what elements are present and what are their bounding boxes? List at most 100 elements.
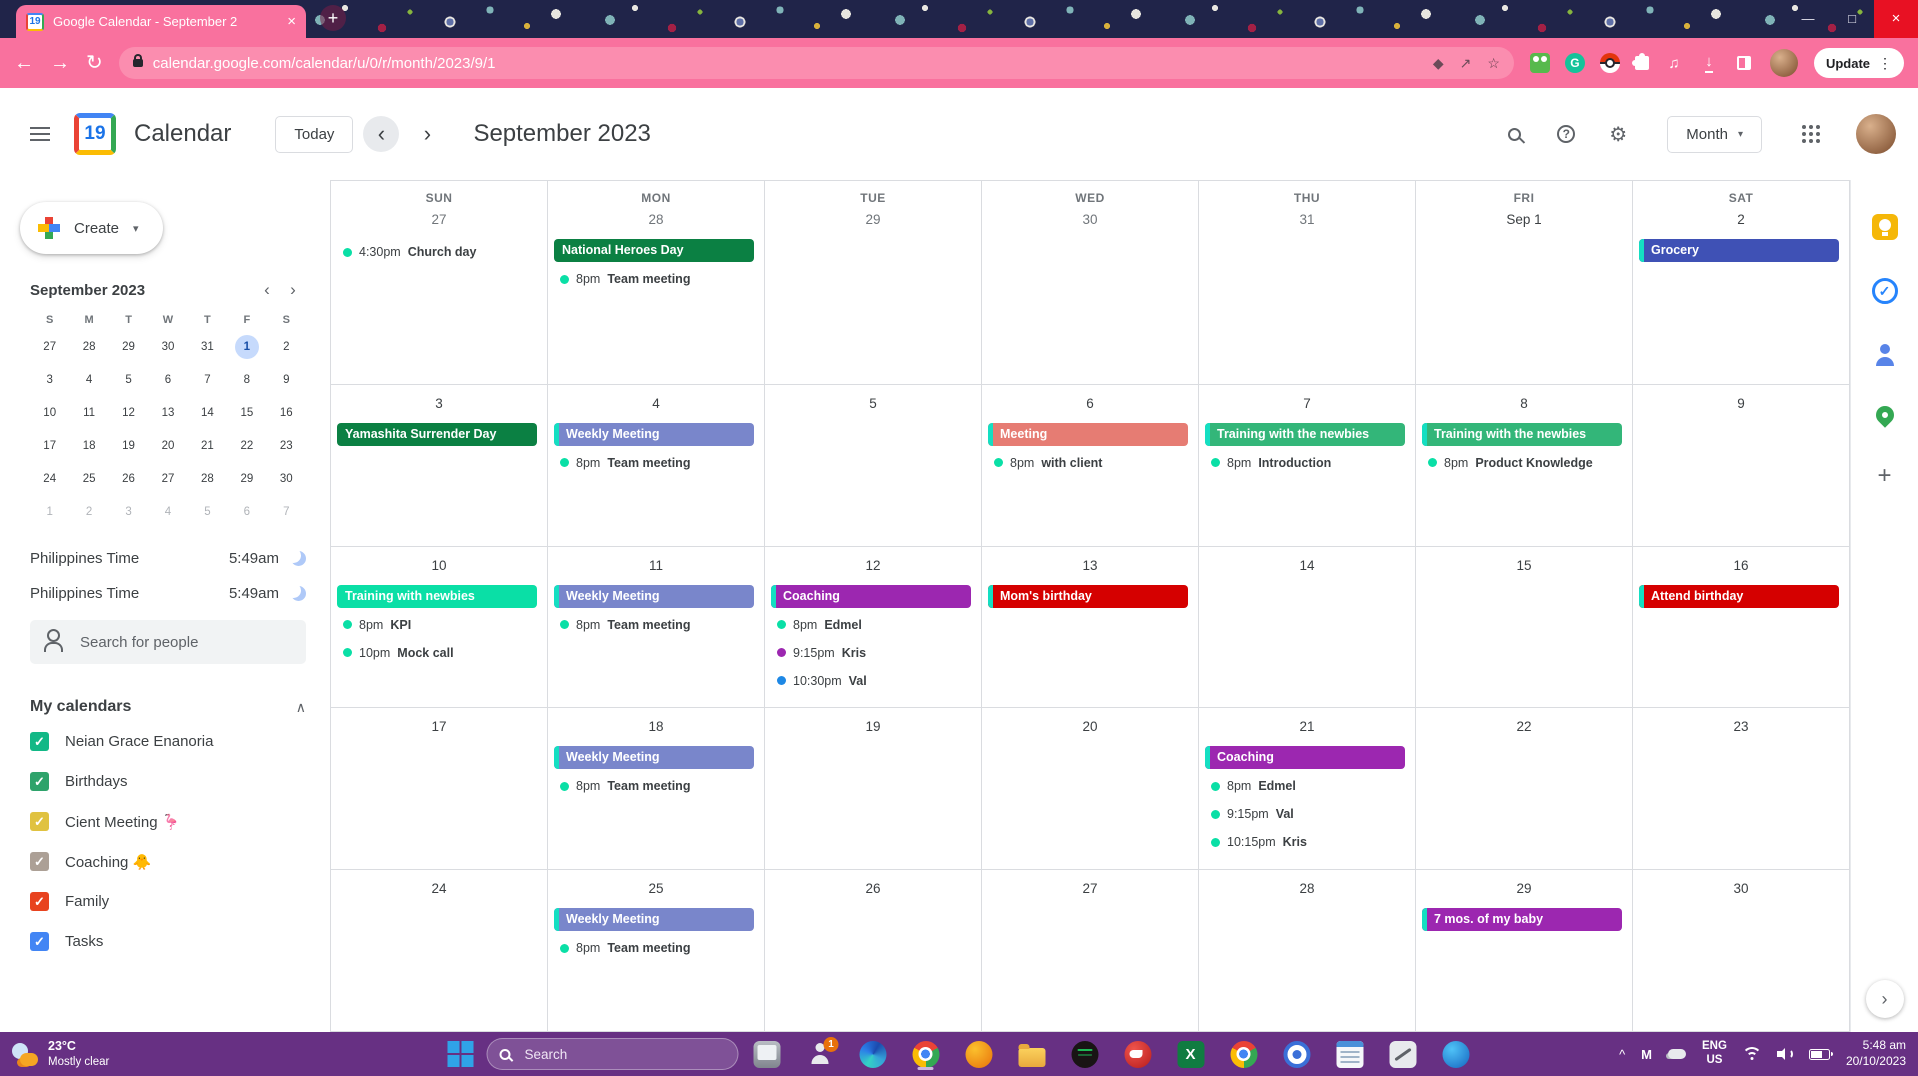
day-number[interactable]: 17 — [431, 719, 447, 735]
mini-day-27[interactable]: 27 — [161, 473, 175, 485]
day-number[interactable]: 15 — [1516, 557, 1532, 573]
day-number[interactable]: 24 — [431, 881, 447, 897]
mini-day-22[interactable]: 22 — [240, 440, 254, 452]
day-number[interactable]: 27 — [1082, 881, 1098, 897]
day-cell-21[interactable]: 21 Coaching 8pm Edmel 9:15pm Val 10:15pm Kris — [1199, 708, 1416, 871]
event-timed[interactable]: 8pm with client — [994, 450, 1192, 476]
get-addons-icon[interactable]: + — [1877, 462, 1892, 489]
day-number[interactable]: Sep 1 — [1506, 212, 1542, 227]
event-banner[interactable]: Training with the newbies — [1422, 422, 1622, 446]
weather-widget[interactable]: 23°C Mostly clear — [12, 1039, 109, 1069]
side-panel-icon[interactable] — [1734, 53, 1754, 73]
day-cell-9[interactable]: 9 — [1633, 384, 1850, 547]
start-button[interactable] — [447, 1041, 474, 1067]
snipping-tool-icon[interactable] — [1388, 1037, 1418, 1071]
downloads-icon[interactable]: ↓ — [1699, 53, 1719, 73]
grammarly-icon[interactable]: G — [1564, 53, 1585, 73]
mini-day-21[interactable]: 21 — [201, 440, 214, 452]
mini-day-9[interactable]: 9 — [283, 374, 290, 386]
mini-day-15[interactable]: 15 — [240, 407, 254, 419]
prev-month-icon[interactable]: ‹ — [363, 116, 400, 152]
mini-prev-icon[interactable]: ‹ — [264, 280, 270, 299]
day-cell-10[interactable]: 10 Training with newbies 8pm KPI 10pm Mock ca… — [331, 546, 548, 709]
reload-icon[interactable]: ↻ — [86, 52, 103, 74]
event-timed[interactable]: 8pm Team meeting — [560, 612, 758, 638]
day-cell-27[interactable]: SUN 27 4:30pm Church day — [331, 181, 548, 385]
battery-icon[interactable] — [1808, 1048, 1833, 1060]
calendar-item[interactable]: ✓ Cient Meeting 🦩 — [30, 812, 306, 831]
event-banner[interactable]: Mom's birthday — [988, 584, 1188, 608]
day-number[interactable]: 12 — [865, 557, 881, 573]
day-cell-19[interactable]: 19 — [765, 708, 982, 871]
back-icon[interactable]: ← — [14, 52, 34, 74]
event-banner[interactable]: Weekly Meeting — [554, 422, 754, 446]
day-number[interactable]: 29 — [1516, 881, 1532, 897]
day-number[interactable]: 6 — [1086, 395, 1094, 411]
tasks-icon[interactable]: ✓ — [1871, 278, 1898, 304]
browser-profile-avatar[interactable] — [1769, 49, 1798, 77]
day-cell-31[interactable]: THU 31 — [1199, 181, 1416, 385]
event-timed[interactable]: 10:30pm Val — [777, 668, 975, 694]
mini-day-29[interactable]: 29 — [240, 473, 254, 485]
mini-day-30[interactable]: 30 — [161, 341, 175, 353]
calendar-item[interactable]: ✓ Family — [30, 892, 306, 911]
pokeball-extension-icon[interactable] — [1599, 53, 1620, 73]
day-number[interactable]: 3 — [435, 395, 443, 411]
day-cell-5[interactable]: 5 — [765, 384, 982, 547]
event-timed[interactable]: 8pm Team meeting — [560, 450, 758, 476]
messenger-icon[interactable] — [1441, 1037, 1471, 1071]
mini-day-18[interactable]: 18 — [82, 440, 96, 452]
day-number[interactable]: 27 — [431, 212, 447, 227]
calendar-checkbox[interactable]: ✓ — [30, 892, 49, 911]
window-minimize-icon[interactable]: — — [1801, 11, 1815, 26]
day-cell-29[interactable]: TUE 29 — [765, 181, 982, 385]
mini-day-28[interactable]: 28 — [201, 473, 214, 485]
calendar-checkbox[interactable]: ✓ — [30, 732, 49, 751]
event-timed[interactable]: 4:30pm Church day — [343, 239, 541, 265]
day-number[interactable]: 2 — [1737, 212, 1745, 227]
mini-day-4[interactable]: 4 — [85, 374, 93, 386]
chrome-secondary-icon[interactable] — [1229, 1037, 1259, 1071]
day-cell-11[interactable]: 11 Weekly Meeting 8pm Team meeting — [548, 546, 765, 709]
mini-day-23[interactable]: 23 — [279, 440, 293, 452]
bookmark-diamond-icon[interactable]: ◆ — [1432, 54, 1444, 71]
keep-icon[interactable] — [1871, 214, 1898, 240]
event-timed[interactable]: 8pm Team meeting — [560, 773, 758, 799]
day-number[interactable]: 4 — [652, 395, 660, 411]
tray-clock[interactable]: 5:48 am 20/10/2023 — [1846, 1038, 1906, 1069]
settings-icon[interactable] — [1282, 1037, 1312, 1071]
frog-extension-icon[interactable] — [1529, 53, 1550, 73]
view-selector[interactable]: Month ▾ — [1667, 115, 1762, 153]
window-close-icon[interactable]: × — [1874, 0, 1918, 38]
volume-icon[interactable] — [1776, 1047, 1793, 1061]
day-number[interactable]: 31 — [1299, 212, 1315, 227]
event-banner[interactable]: Yamashita Surrender Day — [337, 422, 537, 446]
mini-day-4[interactable]: 4 — [164, 506, 172, 518]
event-timed[interactable]: 9:15pm Val — [1211, 801, 1409, 827]
mini-day-26[interactable]: 26 — [122, 473, 135, 485]
new-tab-button[interactable]: + — [320, 5, 346, 31]
address-bar[interactable]: calendar.google.com/calendar/u/0/r/month… — [118, 47, 1514, 79]
event-banner[interactable]: Grocery — [1639, 239, 1839, 262]
today-button[interactable]: Today — [275, 115, 354, 153]
day-cell-16[interactable]: 16 Attend birthday — [1633, 546, 1850, 709]
event-banner[interactable]: Coaching — [771, 584, 971, 608]
mini-day-12[interactable]: 12 — [122, 407, 135, 419]
browser-profile-icon[interactable] — [964, 1037, 994, 1071]
share-icon[interactable]: ↗ — [1459, 54, 1472, 71]
event-banner[interactable]: Training with the newbies — [1205, 422, 1405, 446]
calendar-item[interactable]: ✓ Coaching 🐥 — [30, 852, 306, 871]
create-button[interactable]: Create ▾ — [20, 202, 163, 254]
maps-icon[interactable] — [1871, 402, 1898, 428]
day-cell-7[interactable]: 7 Training with the newbies 8pm Introductio… — [1199, 384, 1416, 547]
event-banner[interactable]: Attend birthday — [1639, 584, 1839, 608]
mini-day-25[interactable]: 25 — [82, 473, 96, 485]
event-banner[interactable]: Weekly Meeting — [554, 584, 754, 608]
event-timed[interactable]: 8pm Introduction — [1211, 450, 1409, 476]
settings-gear-icon[interactable]: ⚙ — [1609, 123, 1628, 146]
day-number[interactable]: 11 — [648, 557, 663, 573]
day-number[interactable]: 10 — [431, 557, 447, 573]
hidden-icons-chevron[interactable]: ^ — [1619, 1046, 1626, 1062]
mini-day-10[interactable]: 10 — [43, 407, 57, 419]
tab-close-icon[interactable]: × — [287, 13, 296, 30]
